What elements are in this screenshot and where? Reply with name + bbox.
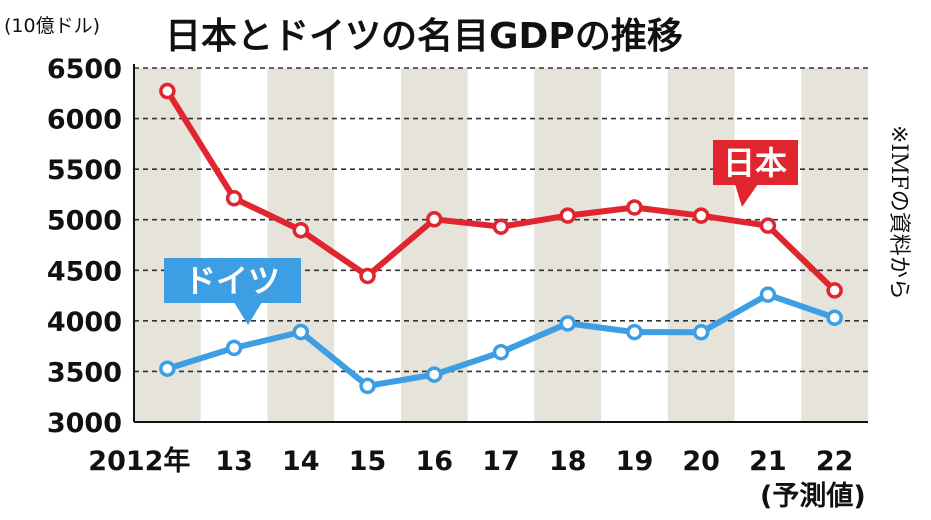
chart-title: 日本とドイツの名目GDPの推移 xyxy=(165,16,683,57)
data-point-japan xyxy=(225,190,243,207)
data-point-japan xyxy=(826,282,843,299)
data-point-japan xyxy=(759,217,777,234)
data-point-germany xyxy=(292,323,310,341)
x-tick-label: 13 xyxy=(215,446,253,477)
data-point-germany xyxy=(692,324,710,341)
y-tick-labels: 6500 6000 5500 5000 4500 4000 3500 3000 xyxy=(47,54,122,439)
axes xyxy=(133,64,868,423)
y-tick-label: 6000 xyxy=(47,105,122,136)
data-point-japan xyxy=(492,218,510,235)
column-stripes xyxy=(134,68,868,422)
unit-label: (10億ドル) xyxy=(4,15,100,37)
legend-japan-box xyxy=(713,140,798,185)
x-tick-label: 20 xyxy=(682,446,720,477)
y-tick-label: 4000 xyxy=(47,307,122,338)
legend-japan-pointer xyxy=(735,184,758,207)
x-tick-label: 19 xyxy=(616,446,654,477)
x-tick-label: 16 xyxy=(415,446,453,477)
data-point-germany xyxy=(626,323,643,341)
data-point-japan xyxy=(359,267,376,285)
y-tick-label: 4500 xyxy=(47,256,122,287)
column-stripe xyxy=(667,68,735,422)
legend-japan: 日本 xyxy=(713,140,798,207)
forecast-note: (予測値) xyxy=(760,481,866,512)
data-point-japan xyxy=(159,82,176,100)
y-tick-label: 3500 xyxy=(47,357,122,388)
data-point-germany xyxy=(225,339,243,357)
legend-germany-pointer xyxy=(234,302,262,325)
x-tick-label: 15 xyxy=(349,446,387,477)
y-tick-label: 3000 xyxy=(47,408,122,439)
data-point-germany xyxy=(492,343,510,361)
x-tick-label: 18 xyxy=(549,446,587,477)
x-tick-labels: 2012年 13 14 15 16 17 18 19 20 21 22 xyxy=(88,445,853,477)
data-point-germany xyxy=(559,315,576,332)
column-stripe xyxy=(801,68,868,422)
data-point-germany xyxy=(159,360,176,377)
legend-germany-label: ドイツ xyxy=(184,262,280,300)
data-point-japan xyxy=(559,207,576,224)
data-point-japan xyxy=(292,221,310,239)
x-tick-label: 14 xyxy=(282,446,320,477)
data-point-germany xyxy=(759,286,777,303)
x-tick-label: 2012年 xyxy=(88,445,190,477)
source-note: ※IMFの資料から xyxy=(886,125,911,300)
data-point-germany xyxy=(359,377,376,395)
data-point-japan xyxy=(426,211,443,228)
x-tick-label: 21 xyxy=(749,446,787,477)
column-stripe xyxy=(400,68,468,422)
y-tick-label: 5000 xyxy=(47,206,122,237)
data-point-germany xyxy=(826,309,843,326)
x-tick-label: 17 xyxy=(482,446,520,477)
data-point-germany xyxy=(426,366,443,383)
legend-japan-label: 日本 xyxy=(723,144,787,182)
column-stripe xyxy=(534,68,602,422)
data-point-japan xyxy=(692,207,710,224)
series-points xyxy=(159,82,843,395)
legend-germany: ドイツ xyxy=(164,258,301,325)
y-tick-label: 5500 xyxy=(47,155,122,186)
x-tick-label: 22 xyxy=(816,446,854,477)
data-point-japan xyxy=(626,199,643,216)
legend-germany-box xyxy=(164,258,301,303)
y-tick-label: 6500 xyxy=(47,54,122,85)
